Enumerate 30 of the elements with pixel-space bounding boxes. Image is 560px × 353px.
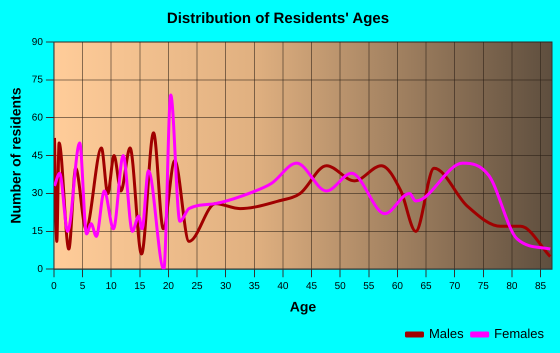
x-tick-label: 80 [506, 280, 518, 292]
x-tick-label: 40 [277, 280, 289, 292]
x-tick-label: 70 [449, 280, 461, 292]
chart-title: Distribution of Residents' Ages [166, 10, 390, 28]
y-tick-label: 75 [32, 74, 44, 86]
legend-label: Males [428, 326, 464, 342]
y-axis-title: Number of residents [7, 87, 24, 224]
y-tick-label: 45 [32, 150, 44, 162]
x-axis-title: Age [290, 298, 316, 314]
x-tick-label: 30 [220, 280, 232, 292]
x-tick-label: 20 [162, 280, 174, 292]
y-tick-label: 15 [32, 226, 44, 238]
x-tick-label: 60 [392, 280, 404, 292]
x-tick-label: 65 [420, 280, 432, 292]
x-tick-label: 0 [51, 280, 58, 292]
x-tick-label: 45 [306, 280, 318, 292]
y-tick-label: 90 [32, 36, 44, 48]
y-tick-label: 0 [37, 264, 44, 275]
x-tick-label: 5 [80, 280, 86, 292]
x-tick-label: 85 [534, 280, 547, 292]
x-tick-label: 55 [363, 280, 375, 292]
x-tick-label: 50 [334, 280, 346, 292]
x-tick-label: 35 [248, 280, 260, 292]
x-tick-label: 25 [191, 280, 204, 292]
x-tick-label: 15 [134, 280, 146, 292]
x-tick-label: 75 [478, 280, 490, 292]
y-tick-label: 30 [32, 188, 44, 200]
legend-label: Females [494, 326, 544, 342]
y-tick-label: 60 [32, 112, 44, 124]
x-tick-label: 10 [106, 280, 118, 292]
